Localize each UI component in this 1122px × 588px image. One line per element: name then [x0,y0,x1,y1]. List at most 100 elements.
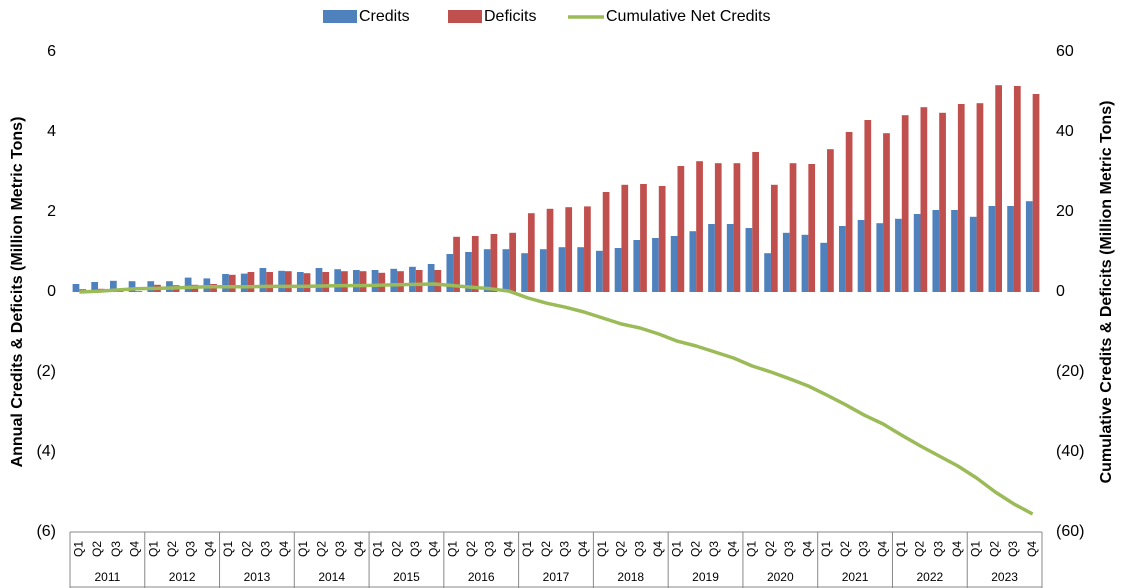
x-group-label: 2020 [767,570,794,584]
x-tick-label: Q3 [109,541,123,557]
x-tick-label: Q4 [427,541,441,557]
x-tick-label: Q1 [146,541,160,557]
x-tick-label: Q2 [614,541,628,557]
x-tick-label: Q2 [763,541,777,557]
x-tick-label: Q1 [894,541,908,557]
bar [415,270,423,292]
x-tick-label: Q2 [688,541,702,557]
x-group-label: 2017 [543,570,570,584]
legend-swatch [448,10,482,23]
x-group-label: 2014 [318,570,345,584]
x-tick-label: Q3 [483,541,497,557]
x-tick-label: Q4 [352,541,366,557]
x-tick-label: Q4 [726,541,740,557]
bar [614,248,622,292]
x-tick-label: Q3 [782,541,796,557]
x-tick-label: Q1 [296,541,310,557]
x-group-label: 2012 [169,570,196,584]
bar [808,164,816,292]
bar [91,282,99,292]
bar [782,232,790,292]
bar [565,207,573,292]
bar [839,226,846,292]
x-tick-label: Q2 [240,541,254,557]
bar [1032,94,1040,292]
y2-axis-title: Cumulative Credits & Deficits (Million M… [1098,101,1115,484]
bar [353,270,360,292]
x-tick-label: Q1 [445,541,459,557]
bar [546,208,554,292]
bar [677,166,685,292]
bar [745,228,753,292]
bar [988,206,996,292]
bar [240,273,248,292]
y2-tick-label: (40) [1056,443,1084,460]
x-tick-label: Q2 [90,541,104,557]
x-tick-label: Q1 [221,541,235,557]
bar [284,271,292,292]
x-tick-label: Q4 [1025,541,1039,557]
x-tick-label: Q3 [258,541,272,557]
bar [135,291,143,292]
x-tick-label: Q4 [202,541,216,557]
legend-label: Cumulative Net Credits [606,8,771,25]
x-group-label: 2022 [916,570,943,584]
bar [490,234,498,292]
bar [397,271,404,292]
x-tick-label: Q1 [969,541,983,557]
bar [259,268,267,292]
bar [427,264,435,292]
bar [322,272,330,292]
x-tick-label: Q4 [801,541,815,557]
bar [527,213,535,292]
bar [864,120,872,292]
bar [128,281,136,292]
bar [296,272,304,292]
bar [652,238,659,292]
x-tick-label: Q3 [558,541,572,557]
bar [110,280,117,292]
bar [764,253,771,292]
bar [845,132,853,292]
bar [602,192,610,292]
x-tick-label: Q3 [184,541,198,557]
bar [714,163,722,292]
bar [228,274,236,292]
x-tick-label: Q4 [277,541,291,557]
x-group-label: 2023 [991,570,1018,584]
bar [147,281,155,292]
legend-swatch [323,10,357,23]
bar [434,270,442,292]
bar [521,253,528,292]
y2-tick-label: (60) [1056,523,1084,540]
x-tick-label: Q1 [595,541,609,557]
x-tick-label: Q1 [670,541,684,557]
bar [409,266,416,292]
bar [502,249,510,292]
x-tick-label: Q4 [651,541,665,557]
x-tick-label: Q3 [931,541,945,557]
x-tick-label: Q4 [875,541,889,557]
bar [539,249,547,292]
y2-tick-label: (20) [1056,363,1084,380]
bar [334,269,342,292]
x-tick-label: Q2 [165,541,179,557]
y-tick-label: 0 [47,283,56,300]
bar [901,115,909,292]
x-tick-label: Q3 [408,541,422,557]
bar [303,273,311,292]
x-group-label: 2019 [692,570,719,584]
bar [371,270,379,292]
bar [72,284,80,292]
bar [471,236,479,292]
bar [390,268,398,292]
bar [801,234,809,292]
x-tick-label: Q3 [632,541,646,557]
bar [932,210,940,292]
bar [621,184,629,292]
bar [558,247,566,292]
bar [1013,86,1021,292]
bar [341,271,348,292]
bar [465,252,472,292]
bar [689,231,697,292]
